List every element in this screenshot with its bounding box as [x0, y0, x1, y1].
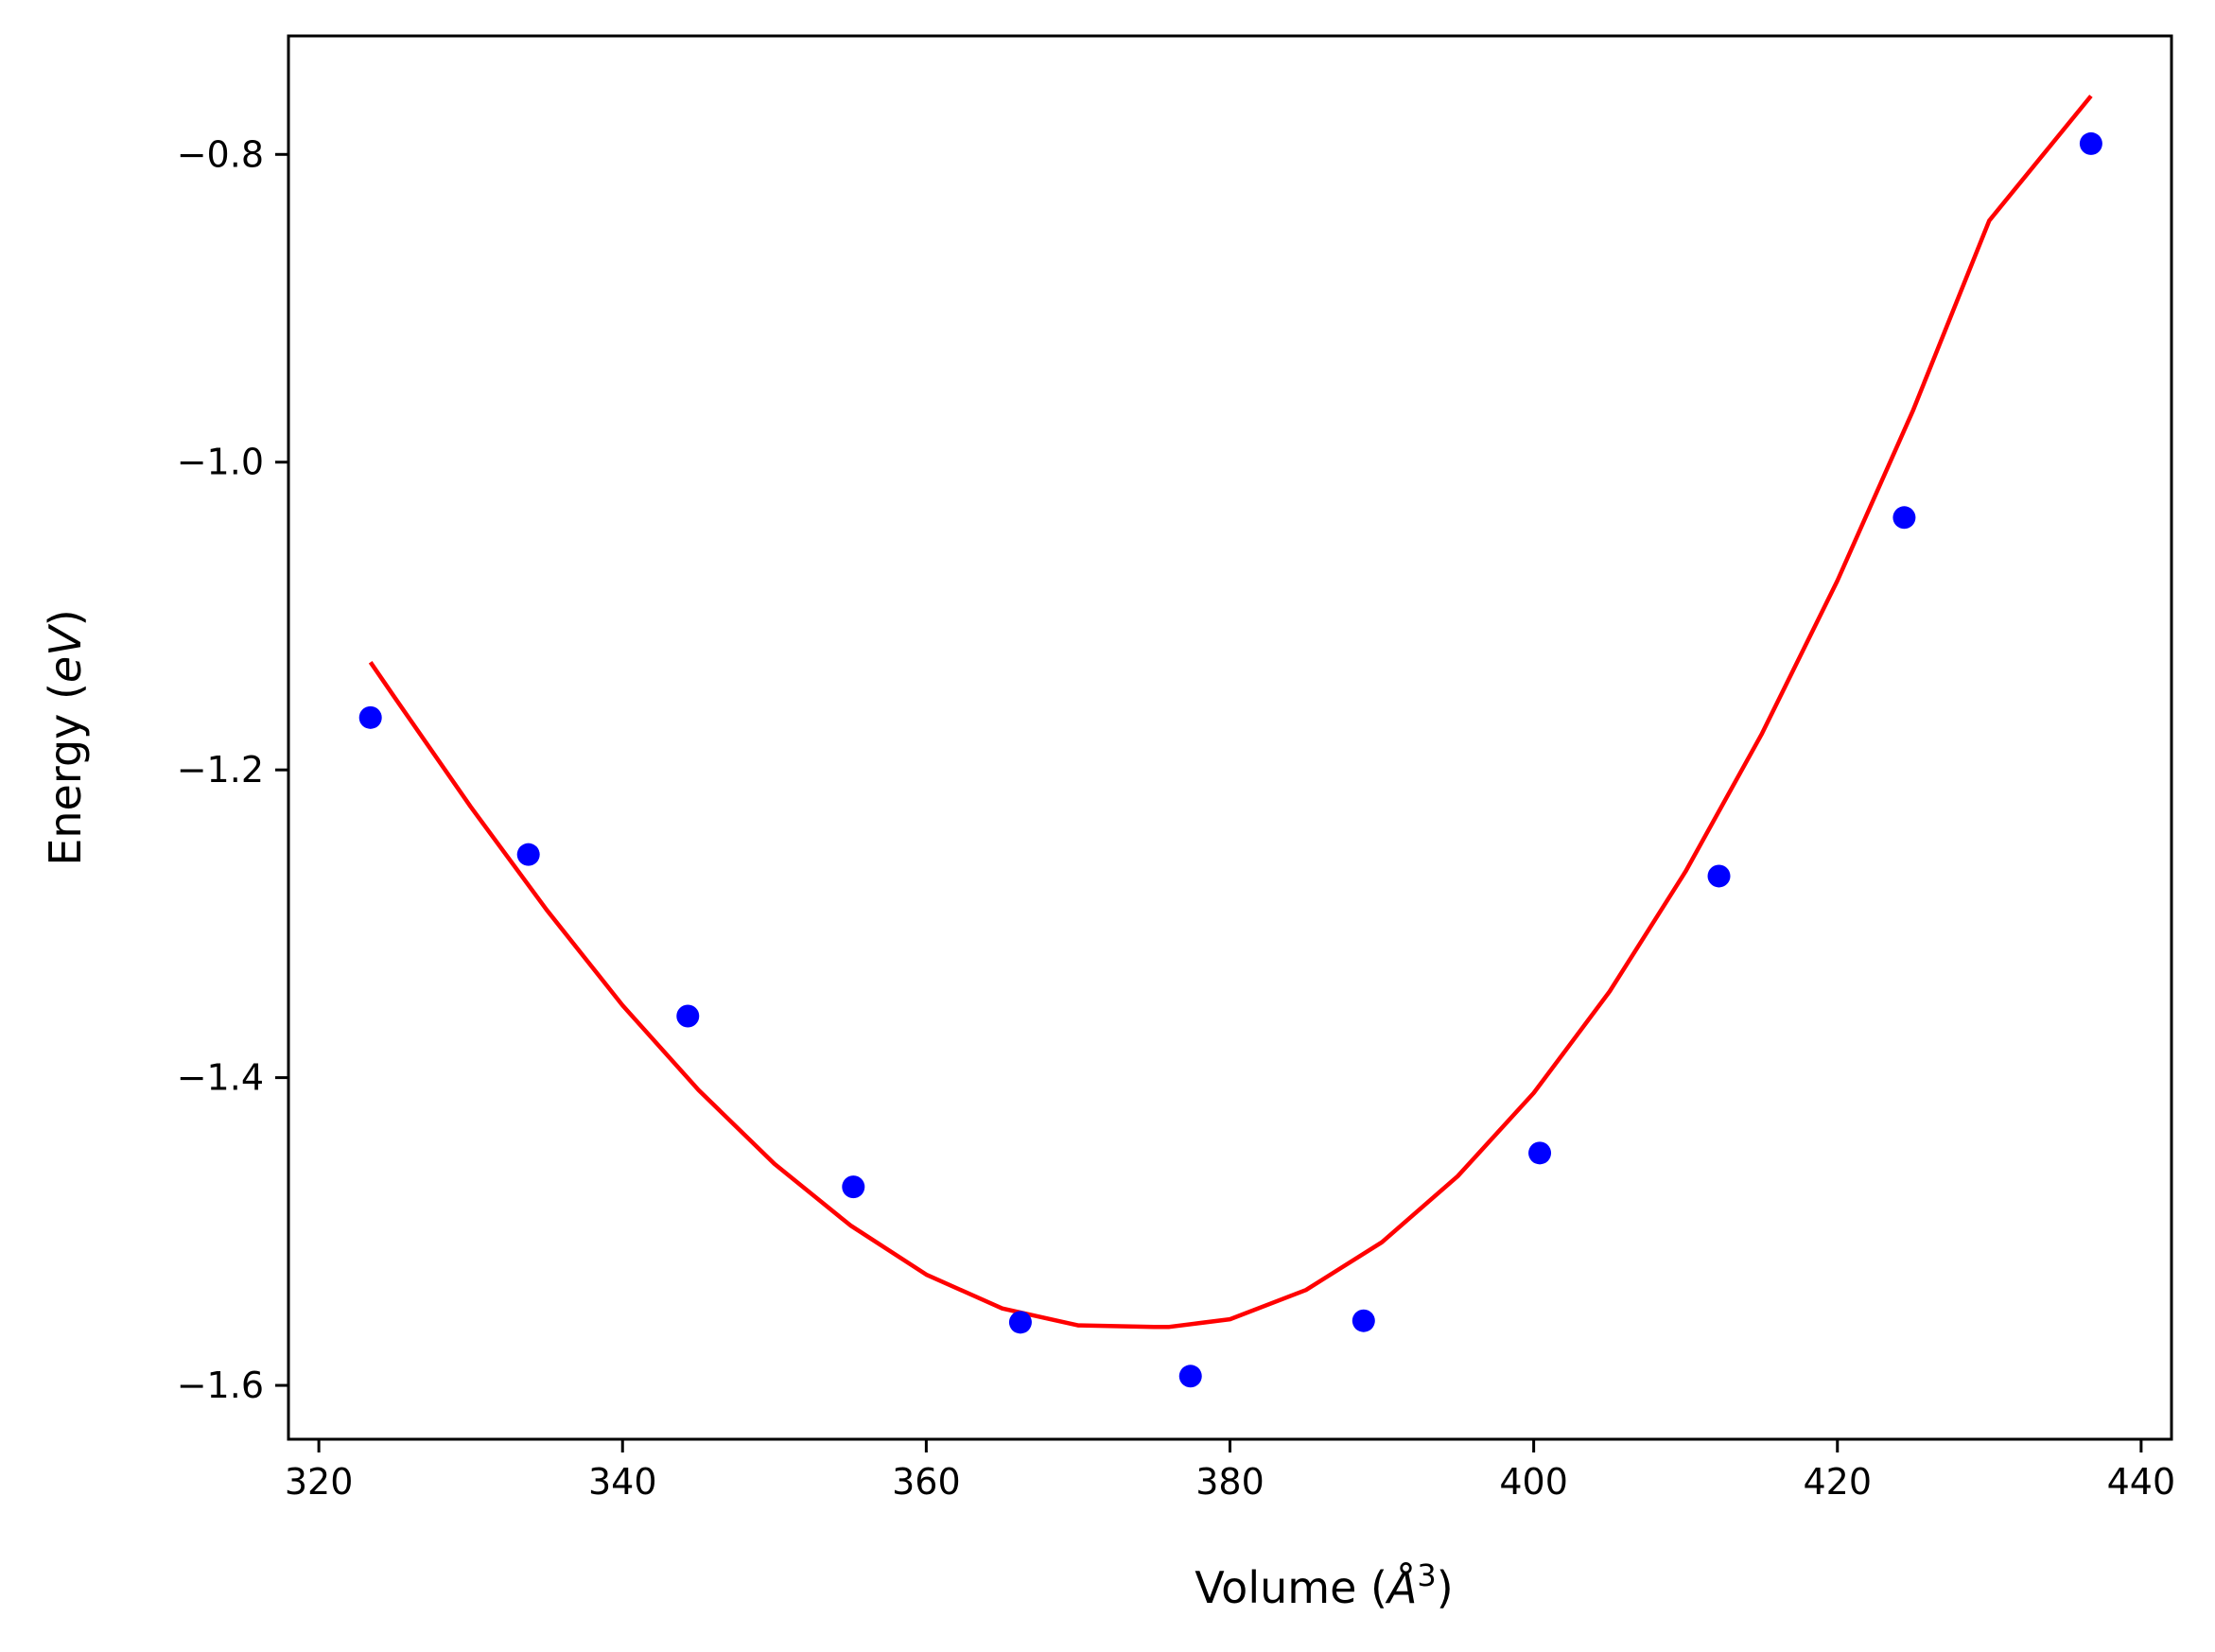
y-tick-label: −0.8 [177, 133, 264, 175]
fit-curve-line [368, 95, 2093, 1330]
x-tick-label: 320 [285, 1461, 354, 1503]
data-point [1178, 1365, 1202, 1388]
data-point [1528, 1141, 1552, 1165]
y-tick-label: −1.4 [177, 1057, 264, 1099]
x-tick-label: 440 [2107, 1461, 2176, 1503]
y-axis-label-suffix: ) [40, 609, 91, 626]
x-axis-label-unit: Å [1385, 1562, 1417, 1613]
x-axis-label: Volume (Å3) [1195, 1557, 1453, 1613]
axes-frame [287, 34, 2173, 1441]
data-point [676, 1004, 700, 1028]
y-axis-label-prefix: Energy ( [40, 683, 91, 866]
x-tick-label: 420 [1803, 1461, 1872, 1503]
y-axis-ticks: −0.8 −1.0 −1.2 −1.4 −1.6 [177, 133, 288, 1406]
data-point [1707, 864, 1731, 888]
y-tick-label: −1.2 [177, 749, 264, 791]
x-tick-label: 400 [1499, 1461, 1568, 1503]
x-tick-label: 340 [588, 1461, 657, 1503]
series-layer [358, 95, 2102, 1388]
y-tick-label: −1.0 [177, 442, 264, 483]
y-axis-label: Energy (eV) [40, 609, 91, 865]
data-point [358, 705, 382, 729]
x-axis-label-prefix: Volume ( [1195, 1562, 1387, 1613]
x-tick-label: 360 [892, 1461, 961, 1503]
data-point [1008, 1311, 1032, 1334]
y-axis-label-unit: eV [40, 623, 91, 683]
y-tick-label: −1.6 [177, 1365, 264, 1406]
x-axis-ticks: 320 340 360 380 400 420 440 [285, 1439, 2175, 1503]
x-axis-label-suffix: ) [1437, 1562, 1454, 1613]
data-point [2079, 131, 2102, 155]
plot-area [288, 36, 2171, 1439]
data-point [1352, 1309, 1375, 1332]
x-axis-label-superscript: 3 [1417, 1557, 1436, 1593]
data-point [1892, 506, 1916, 530]
data-point [516, 843, 540, 866]
x-tick-label: 380 [1195, 1461, 1264, 1503]
data-point [842, 1175, 865, 1199]
